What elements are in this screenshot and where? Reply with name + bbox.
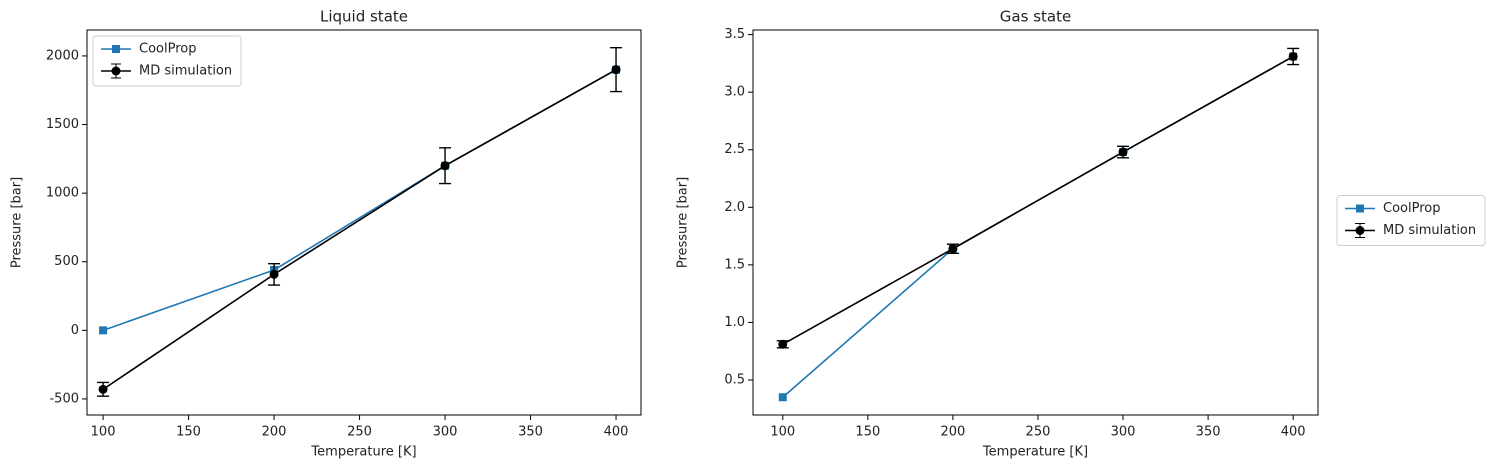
y-tick-label: -500 bbox=[49, 391, 79, 406]
series-line bbox=[782, 55, 1294, 398]
y-tick-label: 3.0 bbox=[724, 85, 745, 100]
legend-label: CoolProp bbox=[139, 42, 196, 57]
chart-title: Gas state bbox=[1000, 8, 1071, 26]
legend-marker bbox=[111, 66, 121, 76]
x-axis-label: Temperature [K] bbox=[982, 445, 1088, 460]
legend-label: MD simulation bbox=[139, 64, 232, 79]
legend-marker bbox=[1356, 204, 1364, 213]
series-line bbox=[102, 68, 617, 391]
x-tick-label: 400 bbox=[604, 425, 629, 440]
y-tick-label: 1500 bbox=[46, 117, 79, 132]
y-tick-label: 0.5 bbox=[724, 373, 745, 388]
y-tick-label: 2000 bbox=[46, 48, 79, 63]
x-tick-label: 350 bbox=[1196, 425, 1221, 440]
x-tick-label: 350 bbox=[518, 425, 543, 440]
y-tick-label: 3.5 bbox=[724, 27, 745, 42]
marker bbox=[778, 393, 787, 402]
y-axis-label: Pressure [bar] bbox=[676, 177, 691, 268]
legend-marker bbox=[112, 45, 120, 53]
panel: Liquid state Temperature [K] Pressure [bar… bbox=[10, 8, 642, 460]
y-tick-label: 2.5 bbox=[724, 142, 745, 157]
x-tick-label: 150 bbox=[176, 425, 201, 440]
y-tick-label: 1.5 bbox=[724, 257, 745, 272]
y-tick-label: 1.0 bbox=[724, 315, 745, 330]
x-tick-label: 250 bbox=[347, 425, 372, 440]
series-line bbox=[102, 68, 617, 332]
marker bbox=[778, 339, 788, 349]
x-tick-label: 200 bbox=[262, 425, 287, 440]
marker bbox=[99, 326, 108, 335]
legend-marker bbox=[1355, 226, 1365, 235]
x-tick-label: 300 bbox=[433, 425, 458, 440]
marker bbox=[98, 384, 108, 394]
legend-label: MD simulation bbox=[1383, 223, 1476, 238]
panel: Gas state Temperature [K] Pressure [bar] 10… bbox=[676, 8, 1486, 460]
y-tick-label: 500 bbox=[54, 254, 79, 269]
y-tick-label: 2.0 bbox=[724, 200, 745, 215]
y-tick-label: 0 bbox=[71, 323, 79, 338]
marker bbox=[1288, 51, 1298, 61]
series-line bbox=[782, 55, 1294, 346]
x-tick-label: 200 bbox=[940, 425, 965, 440]
marker bbox=[440, 161, 450, 171]
x-tick-label: 100 bbox=[770, 425, 795, 440]
x-tick-label: 100 bbox=[91, 425, 116, 440]
chart-title: Liquid state bbox=[320, 8, 408, 26]
x-tick-label: 300 bbox=[1111, 425, 1136, 440]
plot-frame bbox=[752, 29, 1319, 416]
x-tick-label: 400 bbox=[1281, 425, 1306, 440]
marker bbox=[611, 65, 621, 75]
plot-frame bbox=[86, 29, 642, 416]
x-tick-label: 250 bbox=[1026, 425, 1051, 440]
marker bbox=[948, 244, 958, 254]
x-axis-label: Temperature [K] bbox=[310, 445, 416, 460]
x-tick-label: 150 bbox=[855, 425, 880, 440]
legend-label: CoolProp bbox=[1383, 201, 1440, 216]
y-tick-label: 1000 bbox=[46, 186, 79, 201]
marker bbox=[269, 269, 279, 279]
y-axis-label: Pressure [bar] bbox=[10, 177, 25, 268]
marker bbox=[1118, 147, 1128, 157]
